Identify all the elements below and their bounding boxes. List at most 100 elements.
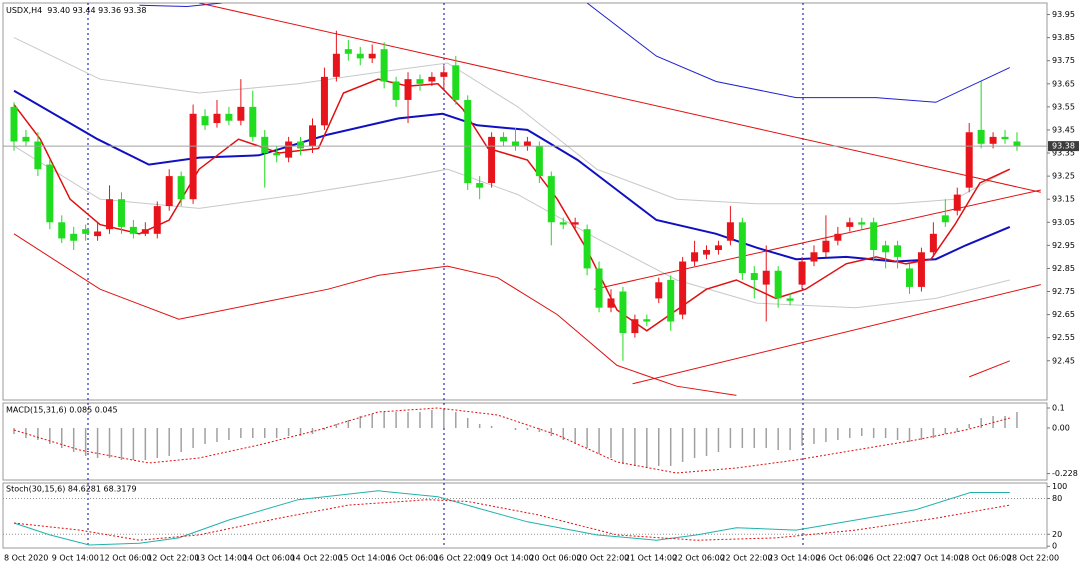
- y-tick-label: 93.85: [1052, 33, 1075, 42]
- candle-body: [595, 268, 603, 308]
- stoch-line: [13, 490, 1010, 546]
- y-tick-label: 92.55: [1052, 333, 1075, 342]
- y-tick-label: -0.228: [1052, 469, 1078, 478]
- candle-body: [798, 261, 806, 285]
- chart-header: USDX,H4 93.40 93.44 93.36 93.38: [6, 6, 146, 15]
- candle-body: [655, 282, 663, 299]
- y-tick-label: 92.65: [1052, 310, 1075, 319]
- candle-body: [380, 49, 388, 82]
- x-tick-label: 12 Oct 06:00: [100, 554, 152, 563]
- candle-body: [213, 113, 221, 124]
- x-tick-label: 22 Oct 06:00: [673, 554, 725, 563]
- y-tick-label: 93.95: [1052, 10, 1075, 19]
- candle-body: [129, 226, 137, 234]
- x-tick-label: 23 Oct 14:00: [768, 554, 820, 563]
- candle-body: [416, 79, 424, 84]
- ohlc-label: 93.40 93.44 93.36 93.38: [47, 6, 146, 15]
- candle-body: [332, 53, 340, 77]
- candle-body: [404, 79, 412, 100]
- candle-body: [762, 270, 770, 285]
- x-tick-label: 21 Oct 14:00: [625, 554, 677, 563]
- candle-body: [965, 132, 973, 188]
- y-tick-label: 93.45: [1052, 125, 1075, 134]
- y-tick-label: 93.65: [1052, 79, 1075, 88]
- signal-line: [13, 407, 1010, 474]
- candle-body: [547, 176, 555, 223]
- candle-body: [989, 136, 997, 144]
- x-tick-label: 15 Oct 14:00: [338, 554, 390, 563]
- candle-body: [58, 222, 66, 239]
- candle-body: [583, 229, 591, 269]
- main-panel: [2, 2, 1048, 401]
- candle-body: [22, 136, 30, 142]
- candle-body: [977, 129, 985, 144]
- overlay-line: [632, 284, 1041, 385]
- overlay-line: [586, 3, 1011, 103]
- candle-body: [440, 72, 448, 77]
- y-tick-label: 93.75: [1052, 56, 1075, 65]
- macd-panel: [2, 402, 1048, 481]
- candle-body: [846, 222, 854, 227]
- candle-body: [46, 164, 54, 223]
- overlay-line: [13, 78, 1011, 332]
- x-tick-label: 20 Oct 06:00: [529, 554, 581, 563]
- candle-body: [571, 222, 579, 225]
- y-tick-label: 93.25: [1052, 172, 1075, 181]
- candle-body: [929, 233, 937, 253]
- y-tick-label: 100: [1052, 482, 1067, 491]
- x-tick-label: 8 Oct 2020: [4, 554, 48, 563]
- candle-body: [285, 141, 293, 158]
- candle-body: [201, 116, 209, 126]
- candle-body: [261, 136, 269, 154]
- overlay-line: [198, 3, 1041, 193]
- overlay-line: [13, 233, 737, 396]
- candle-body: [344, 49, 352, 54]
- candle-body: [822, 240, 830, 253]
- x-tick-label: 28 Oct 22:00: [1007, 554, 1059, 563]
- candle-body: [452, 65, 460, 100]
- candle-body: [476, 183, 484, 188]
- candle-body: [153, 206, 161, 234]
- x-tick-label: 14 Oct 22:00: [291, 554, 343, 563]
- candle-body: [10, 106, 18, 142]
- overlay-line: [969, 360, 1010, 378]
- y-tick-label: 93.35: [1052, 149, 1075, 158]
- candle-body: [1001, 136, 1009, 140]
- candle-body: [870, 222, 878, 250]
- candle-body: [714, 245, 722, 250]
- x-tick-label: 22 Oct 22:00: [720, 554, 772, 563]
- y-tick-label: 93.15: [1052, 195, 1075, 204]
- candle-body: [225, 113, 233, 121]
- candle-body: [356, 53, 364, 59]
- candle-body: [906, 268, 913, 287]
- candle-body: [523, 141, 531, 147]
- candle-body: [679, 261, 687, 315]
- macd-label: MACD(15,31,6) 0.085 0.045: [6, 406, 118, 415]
- candle-body: [165, 176, 173, 207]
- candle-body: [643, 319, 651, 322]
- candle-body: [106, 199, 114, 230]
- candle-body: [488, 136, 496, 184]
- y-tick-label: 20: [1052, 530, 1062, 539]
- candle-body: [117, 199, 125, 227]
- stoch-line: [13, 499, 1010, 541]
- candle-body: [882, 245, 890, 253]
- candle-body: [249, 106, 257, 137]
- candle-body: [619, 291, 627, 334]
- candle-body: [941, 215, 949, 223]
- candle-body: [726, 222, 734, 241]
- candle-body: [320, 76, 328, 126]
- candle-body: [511, 141, 519, 147]
- candle-body: [810, 252, 818, 262]
- candle-body: [273, 153, 281, 156]
- candle-body: [774, 270, 782, 299]
- y-tick-label: 92.45: [1052, 356, 1075, 365]
- x-tick-label: 26 Oct 06:00: [816, 554, 868, 563]
- candle-body: [297, 141, 305, 149]
- candle-body: [691, 252, 699, 262]
- candle-body: [703, 249, 711, 255]
- y-tick-label: 93.05: [1052, 218, 1075, 227]
- candle-body: [392, 81, 400, 100]
- x-tick-label: 12 Oct 22:00: [147, 554, 199, 563]
